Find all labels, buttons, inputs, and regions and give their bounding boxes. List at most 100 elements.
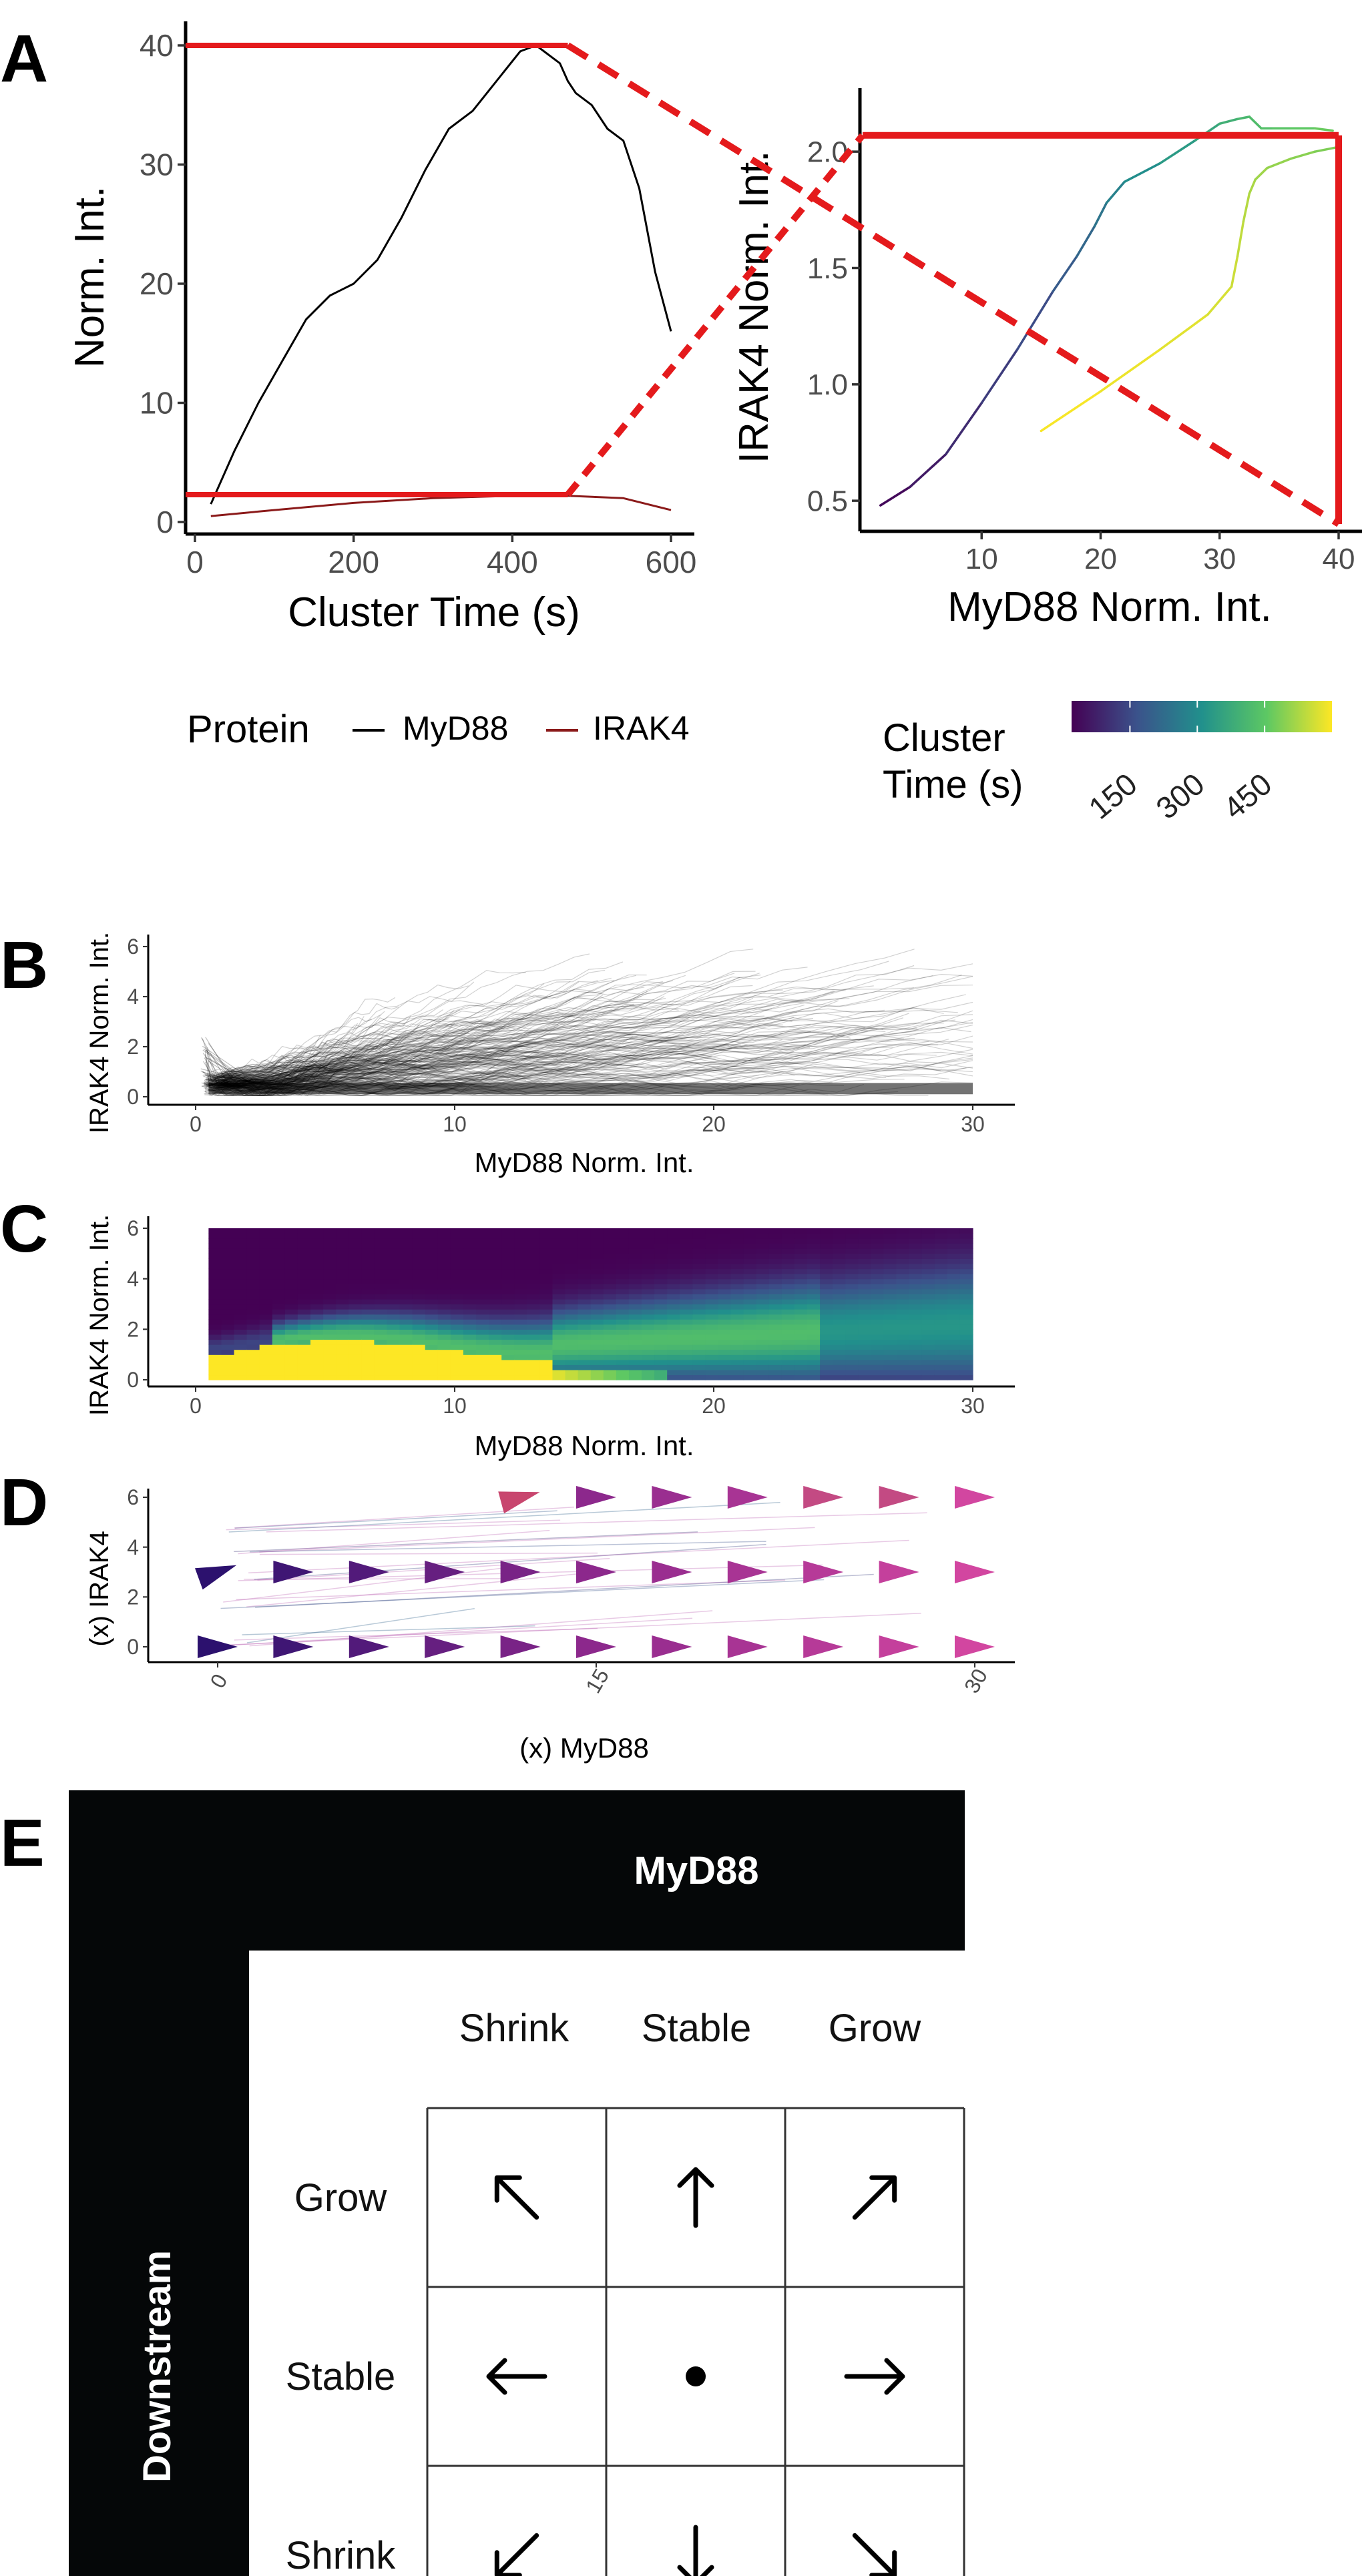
heatmap-cell xyxy=(858,1364,871,1370)
trajectory-line xyxy=(204,1016,722,1089)
heatmap-cell xyxy=(616,1274,630,1280)
heatmap-cell xyxy=(959,1294,973,1300)
heatmap-cell xyxy=(730,1243,744,1249)
heatmap-cell xyxy=(297,1233,311,1239)
heatmap-cell xyxy=(374,1319,388,1325)
vector-trajectory xyxy=(242,1625,535,1635)
heatmap-cell xyxy=(781,1339,795,1345)
heatmap-cell xyxy=(565,1253,579,1259)
trajectory-line xyxy=(221,988,846,1085)
heatmap-cell xyxy=(590,1228,604,1234)
heatmap-cell xyxy=(768,1258,782,1264)
phase-segment xyxy=(1248,115,1263,130)
heatmap-cell xyxy=(845,1354,859,1360)
heatmap-cell xyxy=(221,1253,235,1259)
heatmap-cell xyxy=(272,1278,286,1284)
x-tick-label: 0 xyxy=(206,1669,232,1692)
heatmap-cell xyxy=(425,1354,439,1360)
heatmap-cell xyxy=(883,1309,897,1315)
heatmap-cell xyxy=(476,1228,489,1234)
heatmap-cell xyxy=(234,1339,248,1345)
heatmap-cell xyxy=(297,1298,311,1305)
heatmap-cell xyxy=(425,1314,439,1320)
heatmap-cell xyxy=(476,1314,489,1320)
heatmap-cell xyxy=(527,1264,540,1270)
vector-arrow xyxy=(500,1635,541,1658)
heatmap-cell xyxy=(858,1349,871,1355)
heatmap-cell xyxy=(272,1364,286,1370)
heatmap-cell xyxy=(730,1344,744,1350)
heatmap-cell xyxy=(781,1243,795,1249)
heatmap-cell xyxy=(259,1314,273,1320)
heatmap-cell xyxy=(628,1258,642,1264)
trajectory-line xyxy=(204,1069,621,1089)
heatmap-cell xyxy=(284,1243,298,1249)
heatmap-cell xyxy=(603,1268,617,1274)
heatmap-cell xyxy=(883,1344,897,1350)
trajectory-line xyxy=(219,995,642,1085)
trajectory-line xyxy=(217,1038,973,1091)
heatmap-cell xyxy=(539,1228,553,1234)
heatmap-cell xyxy=(361,1258,375,1264)
heatmap-cell xyxy=(578,1233,592,1239)
heatmap-cell xyxy=(858,1243,871,1249)
heatmap-cell xyxy=(565,1319,579,1325)
heatmap-cell xyxy=(234,1278,248,1284)
heatmap-cell xyxy=(718,1243,732,1249)
heatmap-cell xyxy=(374,1264,388,1270)
heatmap-cell xyxy=(616,1344,630,1350)
trajectory-line xyxy=(222,1054,342,1086)
heatmap-cell xyxy=(501,1314,515,1320)
heatmap-cell xyxy=(501,1339,515,1345)
heatmap-cell xyxy=(807,1233,821,1239)
heatmap-cell xyxy=(234,1294,248,1300)
heatmap-cell xyxy=(272,1349,286,1355)
heatmap-cell xyxy=(272,1258,286,1264)
vector-arrow xyxy=(576,1486,616,1509)
heatmap-cell xyxy=(501,1278,515,1284)
heatmap-cell xyxy=(654,1248,668,1254)
heatmap-cell xyxy=(858,1314,871,1320)
heatmap-cell xyxy=(323,1334,336,1340)
vector-trajectory xyxy=(266,1512,927,1533)
heatmap-cell xyxy=(437,1354,451,1360)
heatmap-cell xyxy=(234,1258,248,1264)
heatmap-cell xyxy=(833,1243,846,1249)
heatmap-cell xyxy=(909,1359,923,1365)
heatmap-cell xyxy=(616,1324,630,1330)
heatmap-cell xyxy=(768,1294,782,1300)
heatmap-cell xyxy=(896,1329,910,1335)
heatmap-cell xyxy=(692,1329,706,1335)
trajectory-line xyxy=(210,1024,884,1086)
heatmap-cell xyxy=(539,1258,553,1264)
heatmap-cell xyxy=(628,1344,642,1350)
heatmap-cell xyxy=(705,1264,719,1270)
heatmap-cell xyxy=(336,1238,349,1244)
heatmap-cell xyxy=(284,1359,298,1365)
panel-d-x-axis-title: (x) MyD88 xyxy=(519,1732,649,1764)
trajectory-line xyxy=(215,1038,939,1082)
heatmap-cell xyxy=(387,1304,401,1310)
heatmap-cell xyxy=(959,1253,973,1259)
dot-icon xyxy=(686,2366,706,2386)
heatmap-cell xyxy=(807,1314,821,1320)
heatmap-cell xyxy=(590,1324,604,1330)
trajectory-line xyxy=(204,1050,210,1087)
trajectory-line xyxy=(222,961,889,1085)
heatmap-cell xyxy=(642,1278,655,1284)
heatmap-cell xyxy=(743,1319,757,1325)
heatmap-cell xyxy=(527,1248,540,1254)
y-tick-label: 20 xyxy=(140,266,174,301)
heatmap-cell xyxy=(768,1329,782,1335)
heatmap-cell xyxy=(501,1233,515,1239)
heatmap-cell xyxy=(705,1253,719,1259)
heatmap-cell xyxy=(794,1329,808,1335)
heatmap-cell xyxy=(883,1274,897,1280)
heatmap-cell xyxy=(463,1349,477,1355)
heatmap-cell xyxy=(437,1314,451,1320)
y-tick-label: 2 xyxy=(127,1035,139,1059)
heatmap-cell xyxy=(489,1344,502,1350)
heatmap-cell xyxy=(514,1354,527,1360)
heatmap-cell xyxy=(667,1309,680,1315)
heatmap-cell xyxy=(463,1324,477,1330)
